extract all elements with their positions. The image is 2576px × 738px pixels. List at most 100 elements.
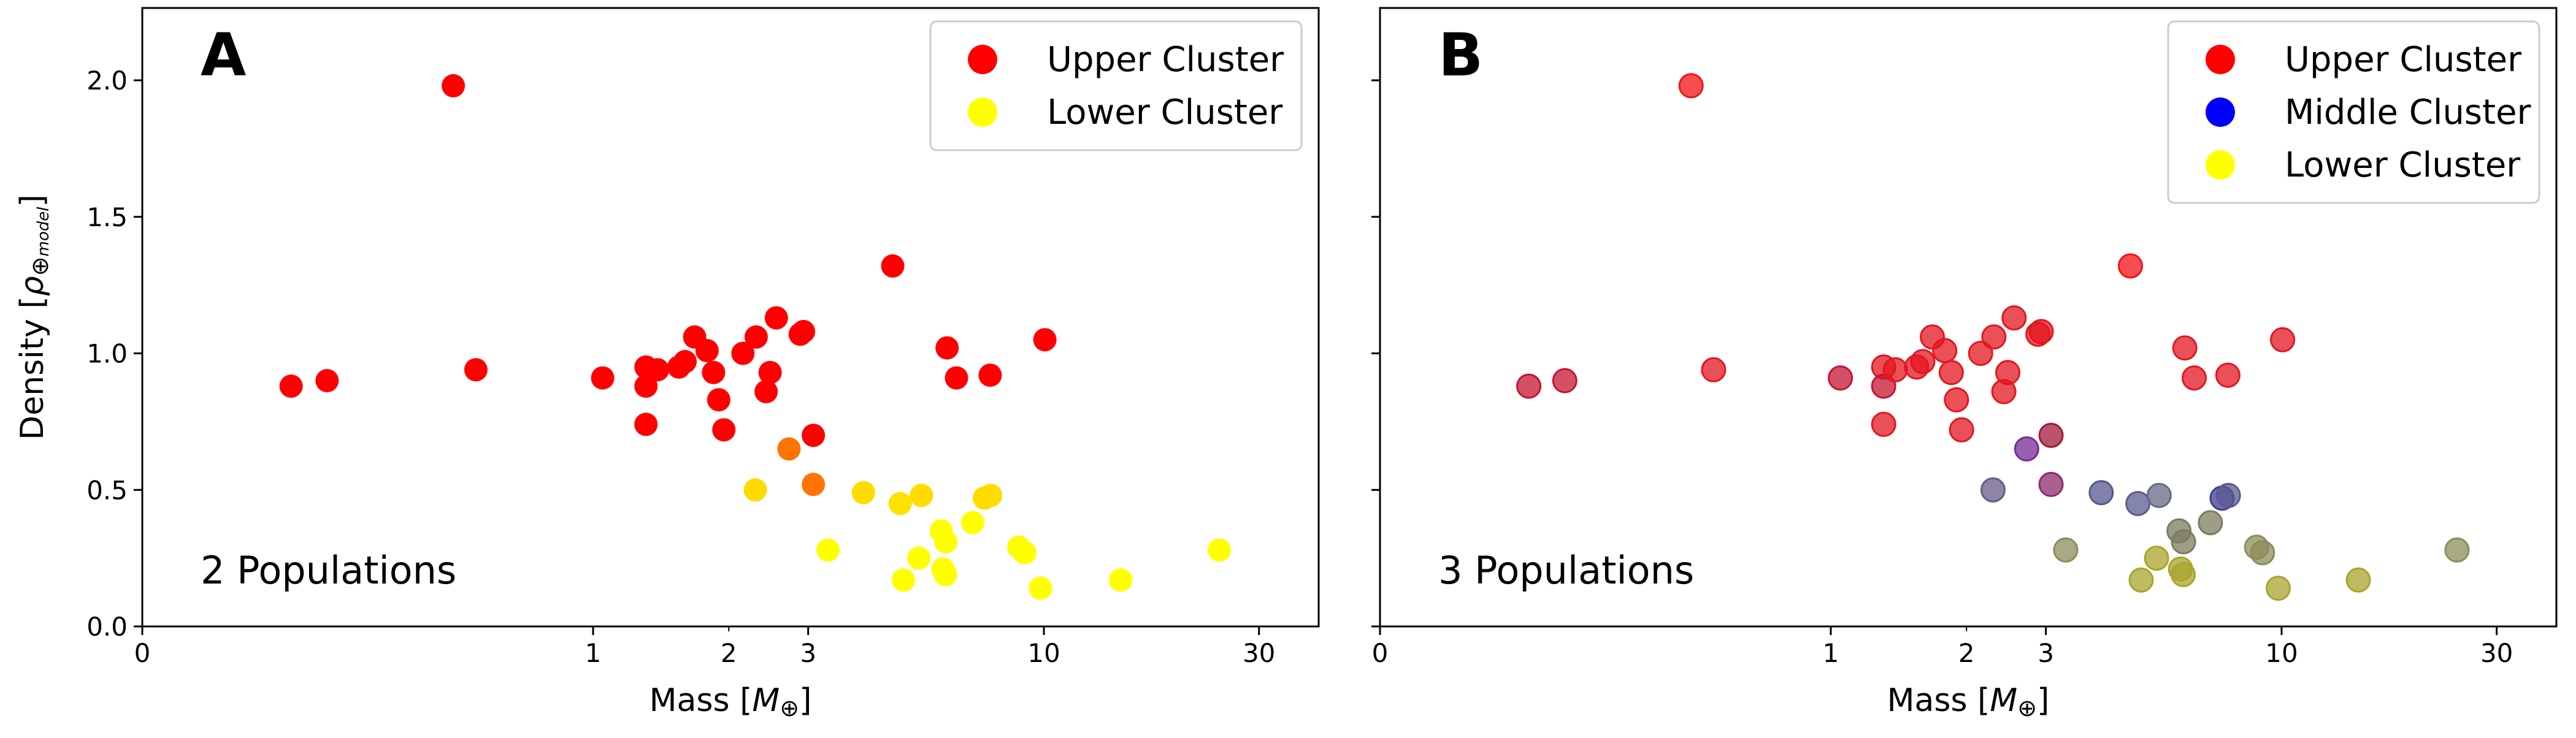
panel-a-data-point <box>1029 576 1052 600</box>
panel-a-data-point <box>960 511 984 534</box>
panel-a-x-tick-label: 1 <box>585 638 602 668</box>
panel-b-data-point <box>2088 480 2114 506</box>
panel-b-data-point <box>2171 529 2196 555</box>
panel-a-data-point <box>695 339 719 362</box>
panel-a-data-point <box>634 375 658 398</box>
panel-b-x-tick-label: 0 <box>1372 638 1389 668</box>
panel-a-data-point <box>777 437 801 461</box>
panel-a-letter: A <box>201 21 246 89</box>
panel-a-data-point <box>754 379 778 403</box>
panel-a-x-axis-label: Mass [M⊕] <box>650 682 812 721</box>
panel-b-data-point <box>2198 510 2223 536</box>
panel-b-data-point <box>1516 373 1542 399</box>
panel-a-data-point <box>892 568 915 592</box>
panel-a-x-minor-tick-label: 2 <box>721 638 737 668</box>
panel-a-data-point <box>802 473 826 496</box>
panel-b-data-point <box>1949 417 1974 443</box>
panel-a-data-point <box>634 413 658 436</box>
panel-b-x-axis-label: Mass [M⊕] <box>1887 682 2050 721</box>
panel-a-data-point <box>933 563 957 587</box>
panel-a-data-point <box>881 254 905 278</box>
panel-a-data-point <box>1033 328 1057 352</box>
panel-a-legend-marker <box>968 97 997 127</box>
panel-a-legend-marker <box>968 45 997 74</box>
panel-b-data-point <box>1932 338 1958 363</box>
panel-a-data-point <box>935 336 959 360</box>
panel-b-data-point <box>2215 482 2241 508</box>
panel-b-x-tick-label: 3 <box>2037 638 2054 668</box>
panel-a-data-point <box>646 358 670 382</box>
panel-a-x-tick-label: 30 <box>1243 638 1275 668</box>
panel-a-data-point <box>707 388 730 412</box>
panel-a-x-tick-label: 0 <box>134 638 151 668</box>
panel-b-axes-frame <box>1379 7 2558 628</box>
panel-b-data-point <box>2444 537 2470 563</box>
panel-a-legend-box <box>929 20 1303 151</box>
panel-b-data-point <box>1995 360 2021 386</box>
panel-a-data-point <box>764 306 788 330</box>
panel-a-x-tick-label: 3 <box>800 638 816 668</box>
panel-b-x-minor-tick-label: 2 <box>1958 638 1975 668</box>
panel-b-data-point <box>2028 319 2054 344</box>
panel-a-data-point <box>816 538 840 562</box>
panel-b-data-point <box>2144 546 2169 571</box>
panel-b-data-point <box>1828 365 1853 391</box>
panel-b-data-point <box>1871 411 1896 437</box>
panel-a-data-point <box>792 319 816 343</box>
panel-b-data-point <box>2146 482 2172 508</box>
panel-a-data-point <box>851 481 875 504</box>
panel-b-legend-marker <box>2206 45 2235 74</box>
panel-a-y-tick-label: 0.5 <box>86 475 128 505</box>
panel-b-x-tick-label: 10 <box>2265 638 2298 668</box>
panel-b-data-point <box>2266 576 2291 601</box>
panel-b-legend-marker <box>2206 97 2235 127</box>
panel-b-legend-label: Middle Cluster <box>2285 93 2532 132</box>
panel-b-data-point <box>1968 341 1993 366</box>
panel-b-data-point <box>1678 73 1704 99</box>
panel-a-legend-label: Lower Cluster <box>1047 93 1283 132</box>
panel-a-data-point <box>591 366 615 390</box>
panel-a-data-point <box>945 366 968 390</box>
panel-b-data-point <box>2118 253 2143 279</box>
panel-a-y-tick-label: 2.0 <box>86 66 128 96</box>
panel-b-data-point <box>1701 357 1727 382</box>
panel-a-data-point <box>673 349 697 373</box>
panel-b-data-point <box>1938 360 1964 386</box>
panel-b-data-point <box>1981 324 2007 350</box>
panel-a-data-point <box>702 360 726 384</box>
panel-b-letter: B <box>1438 21 1483 89</box>
panel-a-data-point <box>712 418 736 442</box>
panel-b-data-point <box>2215 362 2241 388</box>
panel-a-data-point <box>758 360 782 384</box>
panel-a-data-point <box>731 341 755 365</box>
panel-b-x-tick-label: 30 <box>2480 638 2513 668</box>
panel-a-data-point <box>978 363 1002 387</box>
panel-a-data-point <box>888 492 912 515</box>
panel-b-data-point <box>2125 491 2151 516</box>
panel-a-data-point <box>464 358 488 382</box>
panel-b-x-tick-label: 1 <box>1823 638 1839 668</box>
panel-a-data-point <box>802 424 826 447</box>
panel-a-data-point <box>315 369 339 392</box>
panel-a-x-tick-label: 10 <box>1027 638 1060 668</box>
panel-a-data-point <box>907 546 931 570</box>
panel-a-data-point <box>1208 538 1231 562</box>
panel-b-data-point <box>1980 477 2006 503</box>
panel-b-legend: Upper Cluster Middle Cluster Lower Cluster <box>2167 20 2540 204</box>
panel-a: 0 1 3 10 30 2 0.0 0.5 1.0 1.5 2.0 Mass [M⊕] Density … <box>14 7 1320 721</box>
panel-a-data-point <box>979 484 1003 508</box>
panel-b-data-point <box>2250 540 2275 566</box>
panel-b-data-point <box>2172 335 2198 361</box>
panel-b-legend-label: Lower Cluster <box>2285 145 2521 185</box>
panel-a-annotation: 2 Populations <box>201 548 456 593</box>
panel-a-data-point <box>743 478 767 502</box>
panel-a-data-point <box>1109 568 1133 592</box>
panel-a-y-tick-label: 1.0 <box>86 339 128 369</box>
panel-b-data-point <box>2038 471 2064 497</box>
panel-b-data-point <box>2053 537 2079 563</box>
panel-b: 0 1 3 10 30 2 Mass [M⊕] B 3 Populations Upper Clu… <box>1371 7 2558 721</box>
panel-b-legend-box <box>2167 20 2540 204</box>
panel-a-axes-frame <box>141 7 1320 628</box>
panel-b-data-point <box>1552 368 1577 394</box>
